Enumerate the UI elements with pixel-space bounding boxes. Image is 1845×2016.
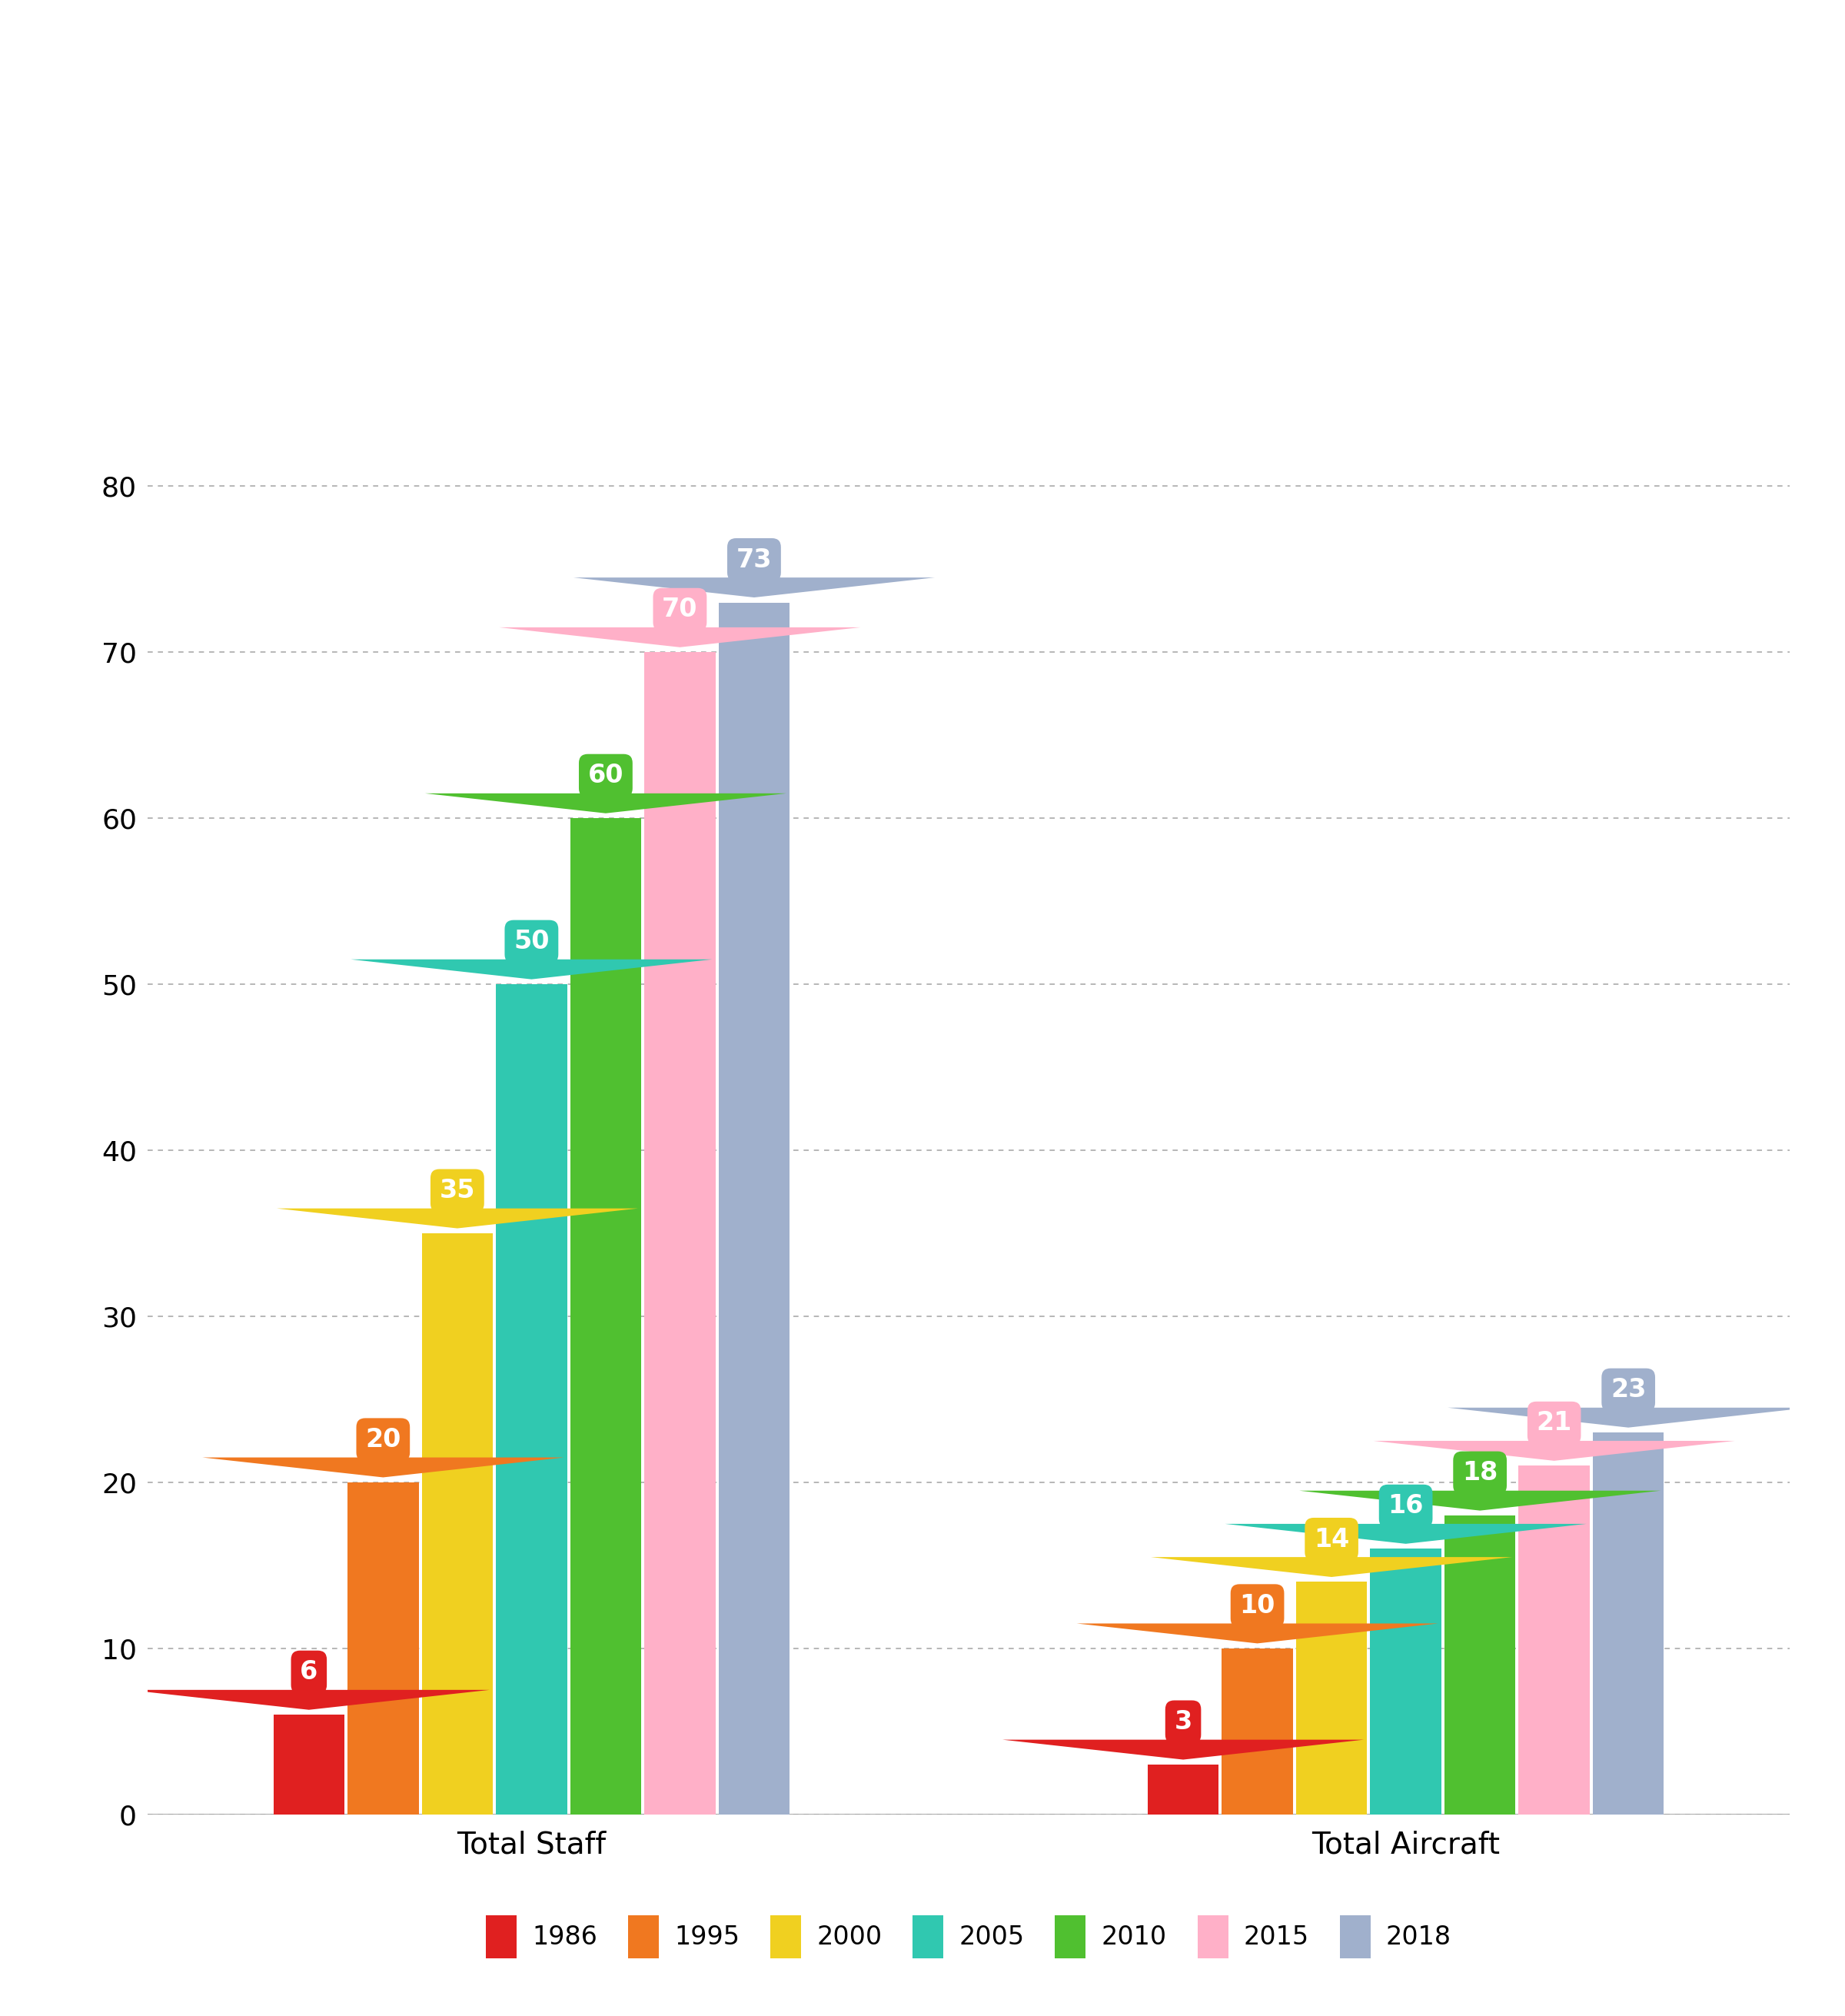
Text: 73: 73 [736,546,771,573]
Polygon shape [1151,1556,1513,1577]
Text: 21: 21 [1537,1411,1572,1435]
Bar [1518,1466,1590,1814]
Text: TOTAL STAFF AND TOTAL AIRCRAFT (1986 to 2018): TOTAL STAFF AND TOTAL AIRCRAFT (1986 to … [55,220,1738,276]
Bar [347,1482,419,1814]
Text: 60: 60 [589,762,624,788]
Polygon shape [1077,1623,1437,1643]
Bar [1371,1548,1441,1814]
Text: 50: 50 [513,929,550,954]
Bar [496,984,566,1814]
Polygon shape [1002,1740,1363,1760]
Polygon shape [1299,1490,1660,1510]
Polygon shape [500,627,860,647]
Text: 6: 6 [301,1659,317,1685]
Text: NORTH WRIGHT AIRWAYS: NORTH WRIGHT AIRWAYS [55,71,1279,153]
Text: 35: 35 [439,1177,476,1204]
Polygon shape [203,1458,565,1478]
Polygon shape [424,794,786,812]
Bar [1221,1649,1293,1814]
Bar [1148,1764,1220,1814]
Bar [718,603,790,1814]
Bar [273,1716,345,1814]
Bar [423,1234,493,1814]
Text: 18: 18 [1461,1460,1498,1486]
Polygon shape [129,1689,489,1710]
Polygon shape [1225,1524,1587,1544]
Text: 23: 23 [1611,1377,1646,1403]
Text: 3: 3 [1173,1710,1192,1734]
Text: 16: 16 [1387,1494,1424,1518]
Bar [1592,1433,1664,1814]
Text: 10: 10 [1240,1593,1275,1619]
Bar [1445,1516,1515,1814]
Legend: 1986, 1995, 2000, 2005, 2010, 2015, 2018: 1986, 1995, 2000, 2005, 2010, 2015, 2018 [476,1905,1461,1968]
Polygon shape [351,960,712,980]
Text: 70: 70 [662,597,697,623]
Bar [1295,1583,1367,1814]
Polygon shape [1448,1407,1808,1427]
Bar [570,818,642,1814]
Polygon shape [277,1208,638,1228]
Polygon shape [1373,1441,1734,1462]
Text: 20: 20 [365,1427,400,1452]
Bar [644,653,716,1814]
Polygon shape [574,577,935,597]
Text: 14: 14 [1314,1526,1349,1552]
